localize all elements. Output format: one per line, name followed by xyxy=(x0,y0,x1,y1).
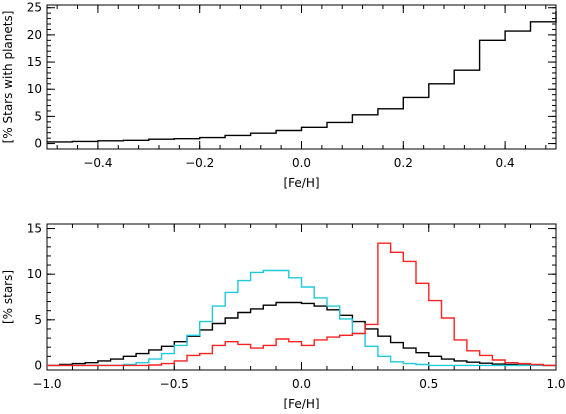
top-x-tick-label: −0.2 xyxy=(185,156,214,170)
bottom-y-tick-label: 5 xyxy=(34,313,42,327)
top-y-tick-label: 5 xyxy=(34,109,42,123)
bottom-series-line-1 xyxy=(47,301,556,367)
top-x-axis-label: [Fe/H] xyxy=(283,176,319,190)
top-y-tick-label: 10 xyxy=(27,82,42,96)
bottom-ticks: −1.0 −0.5 0.0 0.5 1.0 0 5 10 15 xyxy=(27,222,566,391)
top-x-tick-label: −0.4 xyxy=(83,156,112,170)
top-series-line-1 xyxy=(47,11,557,143)
bottom-x-tick-label: −0.5 xyxy=(160,377,189,391)
bottom-x-tick-label: −1.0 xyxy=(32,377,61,391)
bottom-chart: −1.0 −0.5 0.0 0.5 1.0 0 5 10 15 [Fe/H] [% stars] xyxy=(1,222,566,411)
bottom-y-tick-label: 10 xyxy=(27,267,42,281)
top-y-tick-label: 15 xyxy=(27,55,42,69)
bottom-plot-frame xyxy=(46,223,557,371)
top-x-tick-label: 0.4 xyxy=(496,156,515,170)
bottom-x-tick-label: 1.0 xyxy=(546,377,565,391)
top-y-tick-label: 25 xyxy=(27,1,42,15)
bottom-x-tick-label: 0.5 xyxy=(419,377,438,391)
bottom-y-tick-label: 15 xyxy=(27,222,42,236)
top-x-tick-label: 0.0 xyxy=(292,156,311,170)
bottom-x-axis-label: [Fe/H] xyxy=(283,397,319,409)
bottom-y-axis-label: [% stars] xyxy=(1,270,15,324)
top-y-tick-label: 0 xyxy=(34,137,42,151)
top-chart: −0.4 −0.2 0.0 0.2 0.4 0 5 10 15 20 25 [Fe/H] [% St… xyxy=(1,1,557,190)
top-y-tick-label: 20 xyxy=(27,28,42,42)
bottom-series xyxy=(47,242,556,367)
bottom-series-line-3 xyxy=(47,242,556,367)
top-ticks: −0.4 −0.2 0.0 0.2 0.4 0 5 10 15 20 25 xyxy=(27,1,556,170)
top-series xyxy=(47,11,557,143)
bottom-y-tick-label: 0 xyxy=(34,358,42,372)
bottom-series-line-2 xyxy=(47,269,556,367)
top-x-tick-label: 0.2 xyxy=(394,156,413,170)
bottom-x-tick-label: 0.0 xyxy=(292,377,311,391)
top-y-axis-label: [% Stars with planets] xyxy=(1,11,15,144)
